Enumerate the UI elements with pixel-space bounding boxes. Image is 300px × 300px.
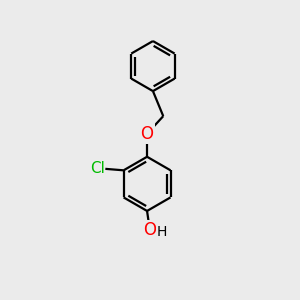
- Text: H: H: [157, 225, 167, 239]
- Text: O: O: [141, 125, 154, 143]
- Text: O: O: [143, 221, 156, 239]
- Text: Cl: Cl: [90, 161, 104, 176]
